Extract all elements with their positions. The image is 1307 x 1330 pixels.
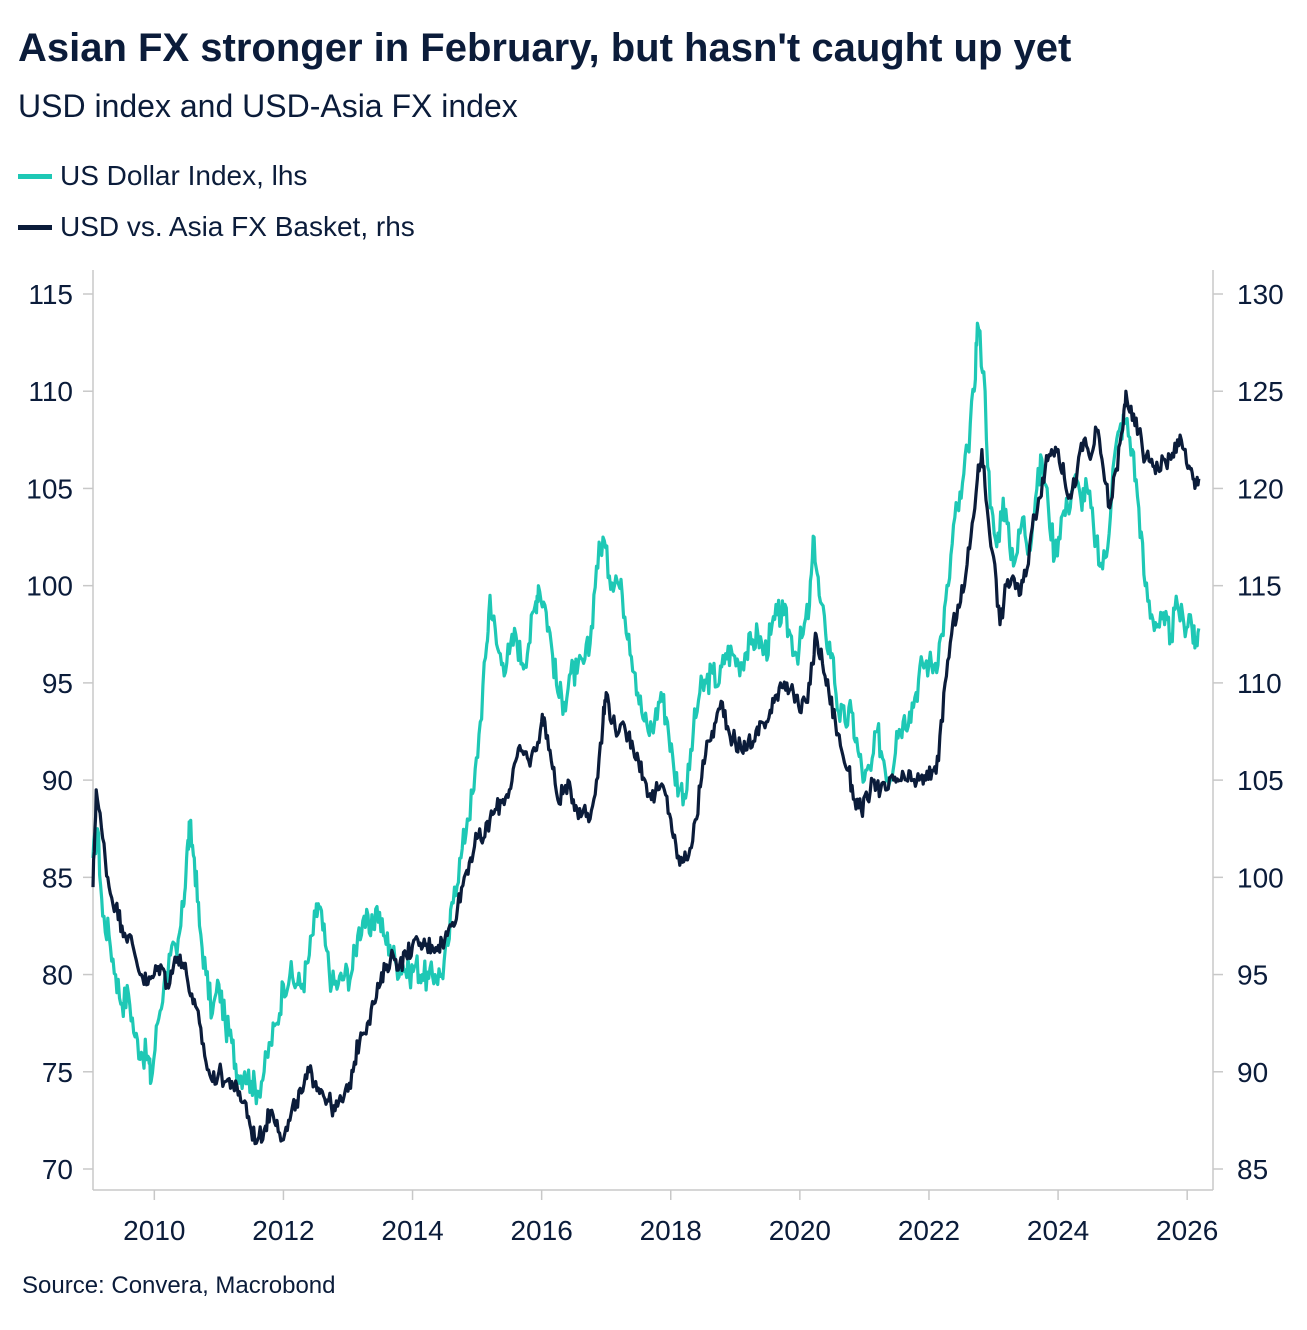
chart-title: Asian FX stronger in February, but hasn'… (18, 26, 1072, 70)
y-left-tick-label: 100 (26, 571, 73, 602)
series-line-asia-basket (91, 389, 1201, 1146)
y-right-tick-label: 100 (1237, 862, 1284, 893)
x-tick-label: 2022 (898, 1215, 960, 1246)
y-left-tick-label: 110 (28, 376, 73, 407)
y-right-tick-label: 95 (1237, 960, 1268, 991)
y-right-tick-label: 90 (1237, 1057, 1268, 1088)
legend-item-asia-basket: USD vs. Asia FX Basket, rhs (18, 211, 415, 243)
x-tick-label: 2012 (252, 1215, 314, 1246)
legend-swatch-usd-index (18, 173, 52, 179)
source-note: Source: Convera, Macrobond (22, 1272, 336, 1299)
legend-swatch-asia-basket (18, 224, 52, 230)
y-left-tick-label: 85 (42, 862, 73, 893)
chart-subtitle: USD index and USD-Asia FX index (18, 88, 518, 124)
legend-label-asia-basket: USD vs. Asia FX Basket, rhs (60, 211, 415, 242)
x-tick-label: 2026 (1156, 1215, 1218, 1246)
y-left-tick-label: 115 (28, 279, 73, 310)
series-line-usd-index (91, 321, 1201, 1106)
legend-item-usd-index: US Dollar Index, lhs (18, 160, 307, 192)
y-left-tick-label: 105 (26, 473, 73, 504)
x-tick-label: 2020 (769, 1215, 831, 1246)
y-right-tick-label: 85 (1237, 1154, 1268, 1185)
x-tick-label: 2024 (1027, 1215, 1089, 1246)
y-left-tick-label: 90 (42, 765, 73, 796)
x-tick-label: 2010 (123, 1215, 185, 1246)
y-right-tick-label: 110 (1237, 668, 1282, 699)
y-left-tick-label: 70 (42, 1154, 73, 1185)
x-tick-label: 2014 (381, 1215, 443, 1246)
y-right-tick-label: 130 (1237, 279, 1284, 310)
y-right-tick-label: 105 (1237, 765, 1284, 796)
y-left-tick-label: 75 (42, 1057, 73, 1088)
y-right-tick-label: 115 (1237, 571, 1282, 602)
y-right-tick-label: 125 (1237, 376, 1284, 407)
y-right-tick-label: 120 (1237, 473, 1284, 504)
y-left-tick-label: 95 (42, 668, 73, 699)
x-tick-label: 2018 (640, 1215, 702, 1246)
y-left-tick-label: 80 (42, 960, 73, 991)
legend-label-usd-index: US Dollar Index, lhs (60, 160, 308, 191)
x-tick-label: 2016 (510, 1215, 572, 1246)
